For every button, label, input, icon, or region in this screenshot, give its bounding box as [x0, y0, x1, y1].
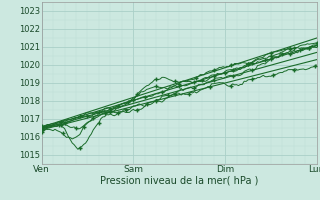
X-axis label: Pression niveau de la mer( hPa ): Pression niveau de la mer( hPa ) — [100, 176, 258, 186]
